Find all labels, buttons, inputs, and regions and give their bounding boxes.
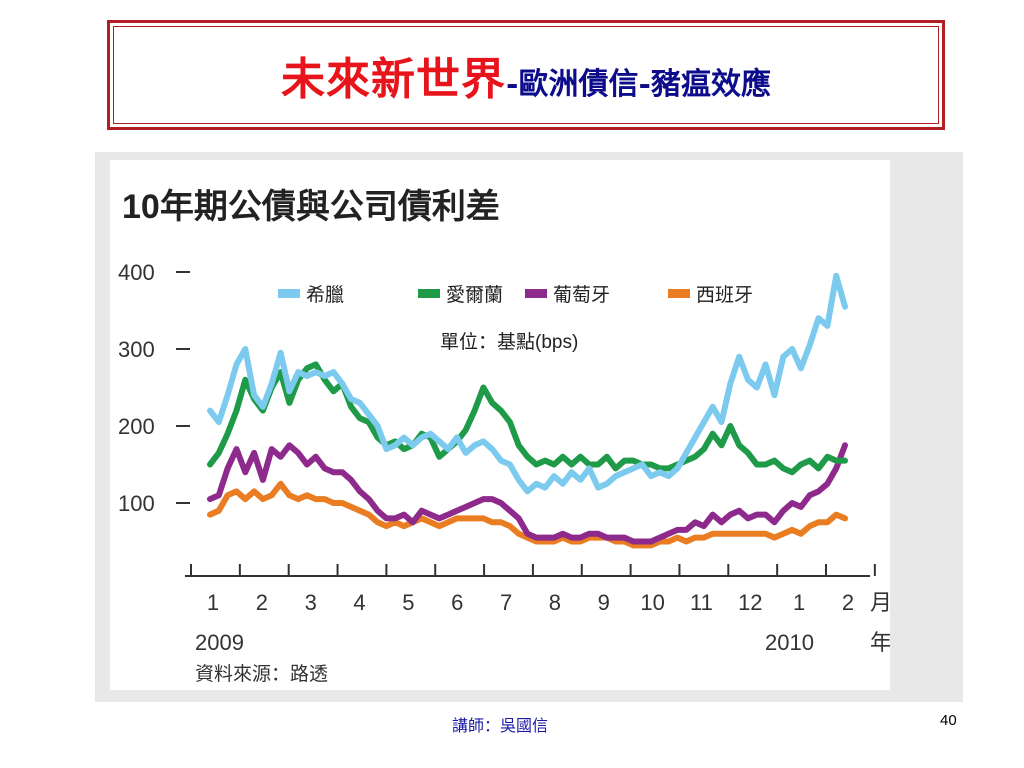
legend-swatch bbox=[668, 289, 690, 298]
page-number: 40 bbox=[940, 712, 957, 729]
legend-swatch bbox=[278, 289, 300, 298]
y-tick-label: 400 bbox=[118, 260, 155, 285]
x-tick-label: 12 bbox=[738, 590, 762, 615]
x-unit-month: 月 bbox=[870, 590, 890, 615]
instructor-credit: 講師：吳國信 bbox=[452, 716, 549, 735]
chart-panel: 10年期公債與公司債利差 400 300 200 100 希臘 愛爾蘭 葡萄牙 西班牙 單位… bbox=[110, 160, 892, 690]
unit-note: 單位：基點(bps) bbox=[440, 331, 578, 353]
legend-label: 葡萄牙 bbox=[553, 284, 610, 306]
series-lines bbox=[207, 272, 848, 549]
series-line-2 bbox=[207, 361, 848, 476]
x-tick-label: 5 bbox=[402, 590, 414, 615]
y-tick-label: 200 bbox=[118, 414, 155, 439]
x-tick-label: 8 bbox=[549, 590, 561, 615]
y-tick-label: 300 bbox=[118, 337, 155, 362]
title-main: 未來新世界 bbox=[281, 54, 507, 105]
x-tick-label: 10 bbox=[640, 590, 664, 615]
legend-swatch bbox=[418, 289, 440, 298]
x-tick-label: 2 bbox=[256, 590, 268, 615]
x-tick-label: 2 bbox=[842, 590, 854, 615]
legend-swatch bbox=[525, 289, 547, 298]
x-tick-label: 3 bbox=[305, 590, 317, 615]
title-sub-2: 豬瘟效應 bbox=[650, 67, 771, 102]
spread-chart: 10年期公債與公司債利差 400 300 200 100 希臘 愛爾蘭 葡萄牙 西班牙 單位… bbox=[118, 188, 892, 685]
year-label-2009: 2009 bbox=[195, 630, 244, 655]
slide-title: 未來新世界-歐洲債信-豬瘟效應 bbox=[281, 43, 771, 107]
x-axis: 1 2 3 4 5 6 7 8 9 10 11 12 1 2 bbox=[185, 564, 876, 615]
x-tick-label: 9 bbox=[598, 590, 610, 615]
title-frame: 未來新世界-歐洲債信-豬瘟效應 bbox=[107, 20, 945, 130]
legend-label: 西班牙 bbox=[696, 284, 753, 306]
title-sub-1: 歐洲債信 bbox=[518, 67, 639, 102]
legend-label: 希臘 bbox=[306, 284, 344, 306]
source-note: 資料來源：路透 bbox=[195, 663, 328, 685]
series-line-4 bbox=[207, 480, 848, 549]
legend-label: 愛爾蘭 bbox=[446, 284, 503, 306]
x-tick-label: 1 bbox=[793, 590, 805, 615]
chart-title: 10年期公債與公司債利差 bbox=[122, 188, 500, 226]
legend: 希臘 愛爾蘭 葡萄牙 西班牙 bbox=[278, 284, 753, 306]
year-label-2010: 2010 bbox=[765, 630, 814, 655]
title-separator: - bbox=[638, 67, 651, 102]
x-tick-label: 6 bbox=[451, 590, 463, 615]
series-line-1 bbox=[207, 272, 848, 495]
x-tick-label: 7 bbox=[500, 590, 512, 615]
series-line-3 bbox=[207, 442, 848, 545]
title-separator: - bbox=[506, 67, 519, 102]
y-tick-label: 100 bbox=[118, 491, 155, 516]
x-tick-label: 1 bbox=[207, 590, 219, 615]
x-tick-label: 11 bbox=[690, 590, 713, 615]
x-unit-year: 年 bbox=[870, 630, 890, 655]
x-tick-label: 4 bbox=[353, 590, 365, 615]
y-axis: 400 300 200 100 bbox=[118, 260, 190, 516]
